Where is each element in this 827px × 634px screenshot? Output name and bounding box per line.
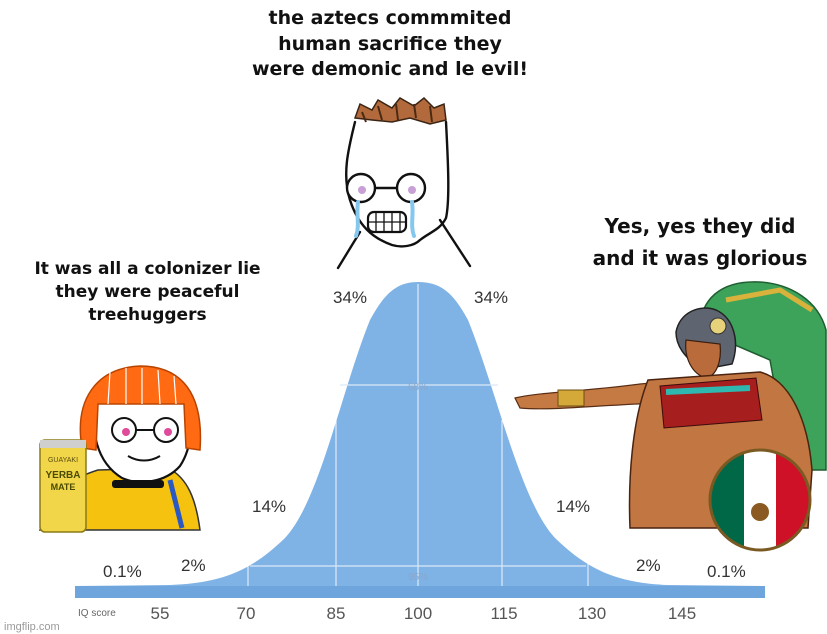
range-brackets: [250, 384, 586, 567]
pct-right-14: 14%: [556, 497, 590, 516]
axis-ticks: 55 70 85 100 115 130 145: [151, 604, 697, 623]
warrior-face: [685, 339, 721, 379]
tick-label: 145: [668, 604, 696, 623]
redhead-wojak: GUAYAKI YERBA MATE: [38, 365, 202, 533]
axis-bar: [75, 586, 765, 598]
crying-wojak: [336, 96, 472, 270]
tick-label: 115: [490, 604, 517, 623]
pct-left-34: 34%: [333, 288, 367, 307]
tick-label: 70: [237, 604, 256, 623]
wojak-choker: [112, 480, 164, 488]
bell-curve-area: [75, 282, 765, 586]
pct-right-tail: 0.1%: [707, 562, 746, 581]
caption-right: Yes, yes they did and it was glorious: [592, 214, 808, 270]
wojak-tears: [354, 200, 416, 238]
can-brand-line1: YERBA: [45, 470, 80, 481]
tick-label: 100: [404, 604, 432, 623]
tick-label: 85: [327, 604, 346, 623]
wojak-neck: [336, 218, 472, 270]
pct-right-34: 34%: [474, 288, 508, 307]
tick-label: 130: [578, 604, 606, 623]
pct-left-tail: 0.1%: [103, 562, 142, 581]
aztec-warrior: [514, 281, 827, 552]
mexico-shield: [708, 448, 812, 552]
caption-left: It was all a colonizer lie they were pea…: [34, 259, 261, 325]
yerba-mate-can: GUAYAKI YERBA MATE: [39, 439, 87, 533]
pct-inner-95: 95%: [408, 572, 428, 583]
pct-right-2: 2%: [636, 556, 661, 575]
wojak-hair-orange: [79, 365, 202, 451]
caption-top: the aztecs commmited human sacrifice the…: [251, 7, 529, 81]
axis-label: IQ score: [78, 608, 116, 619]
pct-left-2: 2%: [181, 556, 206, 575]
can-brand-top: GUAYAKI: [48, 457, 78, 464]
pct-inner-68: 68%: [408, 382, 428, 393]
can-brand-line2: MATE: [51, 482, 76, 492]
pct-left-14: 14%: [252, 497, 286, 516]
tick-label: 55: [151, 604, 170, 623]
sd-lines: [247, 284, 589, 586]
imgflip-watermark: imgflip.com: [4, 621, 60, 633]
wojak-hair: [353, 96, 447, 125]
